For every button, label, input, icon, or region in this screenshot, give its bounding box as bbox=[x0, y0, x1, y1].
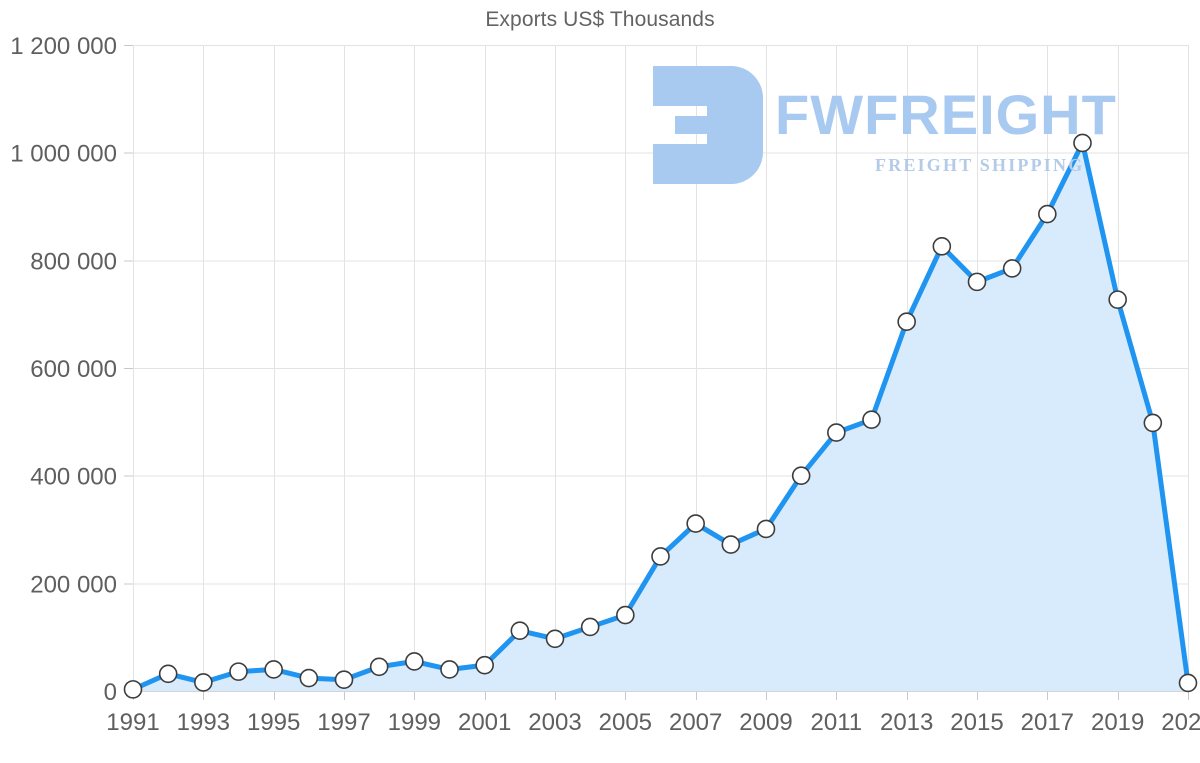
data-point-marker[interactable] bbox=[827, 423, 846, 442]
series-area-fill bbox=[133, 142, 1188, 692]
data-point-marker[interactable] bbox=[405, 652, 424, 671]
data-point-marker[interactable] bbox=[862, 410, 881, 429]
x-axis-tick-label: 1991 bbox=[106, 709, 159, 736]
y-axis-tick-label: 600 000 bbox=[30, 356, 117, 383]
x-axis-tick-label: 2011 bbox=[811, 709, 863, 736]
data-point-marker[interactable] bbox=[440, 660, 459, 679]
data-point-marker[interactable] bbox=[932, 237, 952, 256]
data-point-marker[interactable] bbox=[1073, 133, 1092, 153]
data-point-marker[interactable] bbox=[580, 617, 600, 637]
x-axis-tick-label: 1999 bbox=[388, 709, 441, 736]
data-point-marker[interactable] bbox=[229, 662, 248, 681]
data-point-marker[interactable] bbox=[651, 547, 670, 566]
data-point-marker[interactable] bbox=[1108, 290, 1127, 309]
x-axis-tick-label: 2015 bbox=[950, 709, 1003, 736]
y-axis-tick-label: 1 000 000 bbox=[10, 141, 117, 168]
data-point-marker[interactable] bbox=[897, 312, 916, 332]
data-point-marker[interactable] bbox=[756, 519, 776, 539]
y-axis-tick-label: 0 bbox=[104, 679, 117, 706]
y-axis-tick-label: 1 200 000 bbox=[10, 33, 117, 60]
chart-title: Exports US$ Thousands bbox=[485, 8, 715, 31]
x-axis-tick-label: 2019 bbox=[1091, 709, 1144, 736]
x-axis-tick-label: 2009 bbox=[739, 709, 792, 736]
y-axis-tick-label: 800 000 bbox=[30, 248, 117, 275]
data-point-marker[interactable] bbox=[616, 605, 635, 625]
x-axis-tick-label: 2007 bbox=[669, 709, 722, 736]
data-point-marker[interactable] bbox=[1038, 204, 1057, 224]
x-axis-tick-label: 2021 bbox=[1161, 709, 1200, 736]
data-point-marker[interactable] bbox=[1178, 673, 1198, 693]
data-point-marker[interactable] bbox=[545, 629, 565, 649]
data-point-marker[interactable] bbox=[1143, 413, 1163, 433]
data-point-marker[interactable] bbox=[791, 466, 811, 485]
data-point-marker[interactable] bbox=[369, 657, 389, 677]
data-point-marker[interactable] bbox=[721, 535, 741, 554]
data-point-marker[interactable] bbox=[1002, 259, 1022, 278]
y-axis-tick-label: 200 000 bbox=[30, 571, 117, 598]
x-axis-tick-label: 2003 bbox=[528, 709, 581, 736]
data-point-marker[interactable] bbox=[123, 680, 143, 699]
x-axis-tick-label: 1995 bbox=[247, 709, 300, 736]
data-point-marker[interactable] bbox=[475, 655, 494, 675]
data-point-marker[interactable] bbox=[264, 660, 283, 679]
data-point-marker[interactable] bbox=[510, 621, 530, 641]
x-axis-tick-label: 2005 bbox=[599, 709, 652, 736]
data-point-marker[interactable] bbox=[686, 514, 705, 533]
data-point-marker[interactable] bbox=[158, 664, 178, 684]
x-axis-tick-label: 2013 bbox=[880, 709, 933, 736]
data-point-marker[interactable] bbox=[334, 670, 354, 690]
data-point-marker[interactable] bbox=[967, 272, 987, 292]
y-axis-tick-label: 400 000 bbox=[30, 464, 117, 491]
x-axis-tick-label: 2017 bbox=[1021, 709, 1074, 736]
data-point-marker[interactable] bbox=[299, 668, 319, 688]
x-axis-tick-label: 2001 bbox=[458, 709, 511, 736]
data-point-marker[interactable] bbox=[194, 673, 213, 692]
x-axis-tick-label: 1997 bbox=[317, 709, 370, 736]
x-axis-tick-label: 1993 bbox=[177, 709, 230, 736]
